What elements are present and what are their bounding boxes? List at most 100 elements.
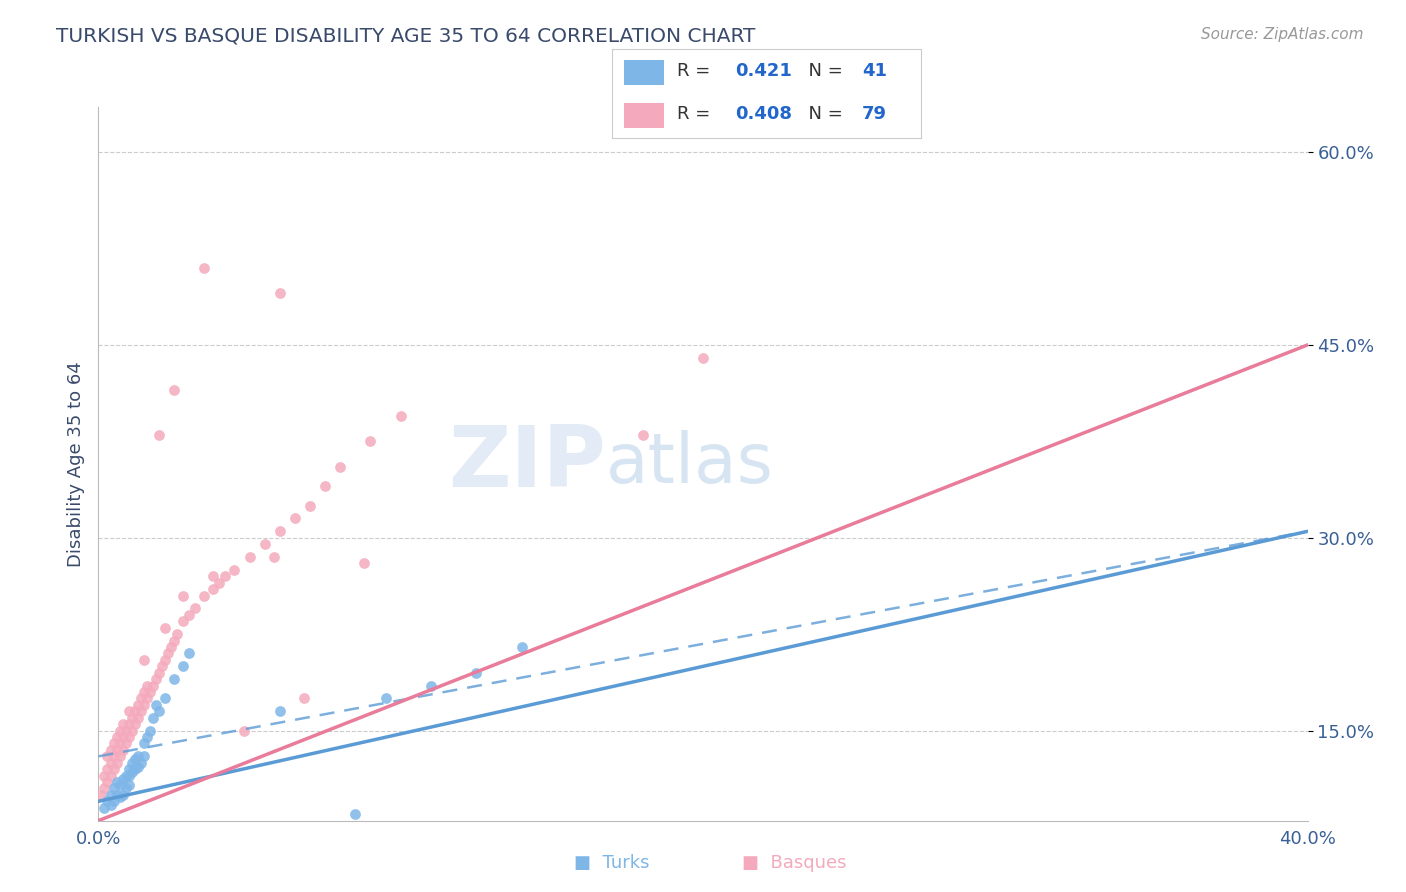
Point <box>145 698 167 712</box>
Point <box>172 615 194 629</box>
Point <box>127 749 149 764</box>
Point <box>105 743 128 757</box>
Point <box>166 627 188 641</box>
Point <box>631 428 654 442</box>
Point <box>148 704 170 718</box>
Point <box>118 730 141 744</box>
Point <box>132 685 155 699</box>
Point <box>129 704 152 718</box>
Point <box>465 665 488 680</box>
Point <box>127 698 149 712</box>
Point <box>374 691 396 706</box>
Point <box>179 647 201 661</box>
Text: ■  Turks: ■ Turks <box>574 855 650 872</box>
Point <box>93 781 115 796</box>
Point <box>172 589 194 603</box>
Point <box>114 781 136 796</box>
Text: R =: R = <box>676 105 716 123</box>
Point <box>135 691 157 706</box>
Point <box>193 260 215 275</box>
Point <box>163 383 186 397</box>
Text: R =: R = <box>676 62 716 80</box>
Point <box>111 788 134 802</box>
Text: 79: 79 <box>862 105 887 123</box>
Point <box>105 788 128 802</box>
Point <box>269 286 291 301</box>
Point <box>100 798 122 813</box>
Point <box>135 679 157 693</box>
Point <box>108 749 131 764</box>
Point <box>193 589 215 603</box>
Point <box>127 759 149 773</box>
Point <box>124 752 146 766</box>
Point <box>129 691 152 706</box>
Y-axis label: Disability Age 35 to 64: Disability Age 35 to 64 <box>66 361 84 566</box>
Point <box>132 749 155 764</box>
Point <box>108 778 131 792</box>
Text: N =: N = <box>797 62 849 80</box>
Point <box>118 762 141 776</box>
Point <box>510 640 533 654</box>
Point <box>224 563 246 577</box>
Point <box>208 575 231 590</box>
Point <box>132 653 155 667</box>
Point <box>344 807 367 822</box>
Point <box>202 582 225 597</box>
Point <box>108 790 131 805</box>
Point <box>163 672 186 686</box>
Point <box>100 788 122 802</box>
Point <box>253 537 276 551</box>
Point <box>160 640 183 654</box>
Point <box>118 778 141 792</box>
Point <box>93 769 115 783</box>
Point <box>111 730 134 744</box>
Point <box>105 730 128 744</box>
Point <box>314 479 336 493</box>
Point <box>100 743 122 757</box>
Point <box>103 781 125 796</box>
Point <box>153 621 176 635</box>
Point <box>96 762 118 776</box>
Point <box>269 704 291 718</box>
Point <box>105 775 128 789</box>
Point <box>139 685 162 699</box>
Text: N =: N = <box>797 105 849 123</box>
Text: TURKISH VS BASQUE DISABILITY AGE 35 TO 64 CORRELATION CHART: TURKISH VS BASQUE DISABILITY AGE 35 TO 6… <box>56 27 755 45</box>
Point <box>150 659 173 673</box>
Point <box>118 717 141 731</box>
Point <box>389 409 412 423</box>
Point <box>172 659 194 673</box>
Point <box>90 788 112 802</box>
Point <box>135 730 157 744</box>
Point <box>96 749 118 764</box>
Point <box>93 801 115 815</box>
Point <box>202 569 225 583</box>
Point <box>145 672 167 686</box>
Point <box>114 769 136 783</box>
Point <box>232 723 254 738</box>
Text: Source: ZipAtlas.com: Source: ZipAtlas.com <box>1201 27 1364 42</box>
Point <box>108 723 131 738</box>
Point <box>108 737 131 751</box>
Point <box>163 633 186 648</box>
Point <box>132 698 155 712</box>
Point <box>284 511 307 525</box>
Point <box>129 756 152 770</box>
Point <box>121 764 143 779</box>
Point <box>111 772 134 787</box>
FancyBboxPatch shape <box>624 103 664 128</box>
Point <box>156 647 179 661</box>
Point <box>105 756 128 770</box>
Point <box>153 653 176 667</box>
Point <box>111 743 134 757</box>
Point <box>292 691 315 706</box>
Point <box>124 704 146 718</box>
Point <box>96 794 118 808</box>
Point <box>96 775 118 789</box>
Point <box>103 794 125 808</box>
Point <box>103 762 125 776</box>
Text: 0.421: 0.421 <box>735 62 792 80</box>
Point <box>127 711 149 725</box>
Point <box>153 691 176 706</box>
Point <box>179 607 201 622</box>
